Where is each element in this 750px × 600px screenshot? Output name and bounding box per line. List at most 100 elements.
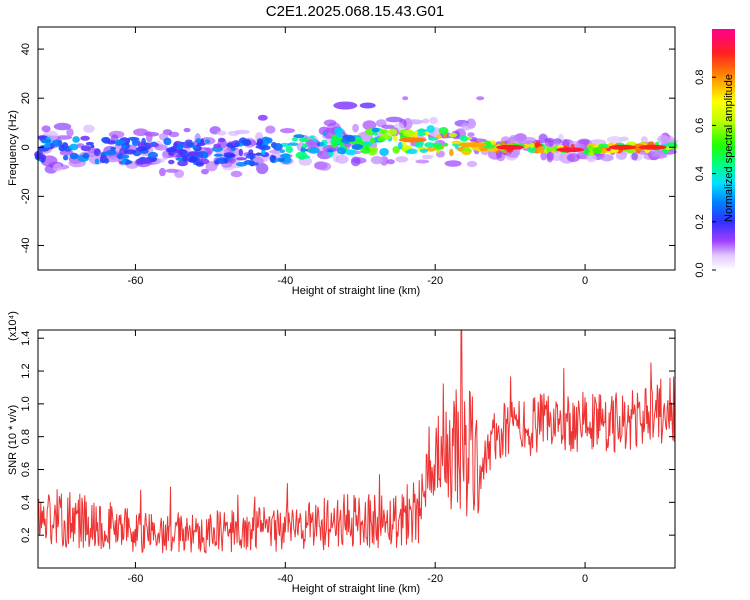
spectral-blob: [106, 140, 117, 145]
spectral-blob: [402, 96, 409, 101]
spectral-blob: [58, 144, 66, 152]
colorbar-ticks: 0.0 0.2 0.4 0.6 0.8: [694, 70, 716, 278]
spectral-blob: [62, 155, 69, 161]
spectral-blob: [41, 125, 51, 133]
spectral-blob: [238, 148, 243, 157]
spectral-blob: [295, 151, 308, 160]
spectral-blob: [336, 147, 347, 155]
spectral-blob: [159, 167, 166, 177]
snr-series: [37, 329, 676, 554]
spectral-blob: [335, 154, 349, 164]
spectral-blob: [114, 140, 126, 145]
spectral-blob: [236, 157, 247, 161]
spectral-blob: [150, 141, 157, 145]
spectral-blob: [424, 142, 435, 148]
spectral-blob: [213, 143, 222, 149]
spectral-blob: [69, 152, 79, 160]
snr-panel: -60 -40 -20 0 0.2 0.4 0.6 0.8 1.0 1.2 1.4 Height …: [7, 311, 676, 595]
spectrogram-y-ticks: -40 -20 0 20 40: [20, 43, 675, 253]
spectral-blob: [80, 145, 92, 152]
spectral-blob: [279, 149, 285, 154]
spectral-blob: [51, 139, 63, 147]
spectral-blob: [377, 136, 386, 142]
spectrogram-frame: [37, 26, 676, 271]
spectral-blob: [381, 124, 396, 129]
spectral-peak: [638, 144, 667, 150]
spectral-blob: [201, 168, 209, 175]
spectrogram-panel: -60 -40 -20 0 -40 -20 0 20 40 Height of straigh…: [7, 26, 679, 297]
spectral-blob: [312, 138, 318, 142]
spectral-blob: [192, 145, 197, 149]
spectral-peak: [556, 147, 585, 153]
spectral-blob: [426, 125, 435, 133]
spectral-blob: [421, 154, 434, 160]
snr-x-ticks: -60 -40 -20 0: [127, 330, 588, 585]
spectrogram-x-ticks: -60 -40 -20 0: [127, 27, 588, 287]
spectral-blob: [269, 154, 276, 163]
spectral-blob: [281, 153, 291, 159]
spectral-blob: [213, 153, 223, 157]
spectral-blob: [350, 156, 361, 167]
spectral-blob: [459, 135, 468, 142]
spectral-blob: [163, 137, 172, 146]
spectral-blob: [176, 154, 181, 158]
spectral-blob: [276, 157, 285, 162]
colorbar-tick-label: 0.6: [694, 118, 706, 133]
spectral-blob: [185, 141, 195, 147]
snr-x-label: Height of straight line (km): [292, 583, 420, 595]
spectral-blob: [483, 144, 495, 149]
spectral-blob: [317, 162, 332, 171]
spectral-blob: [443, 142, 449, 147]
spectral-blob: [196, 142, 206, 147]
spectral-blob: [291, 137, 298, 142]
spectral-blob: [331, 140, 337, 149]
colorbar-gradient: [712, 29, 735, 270]
spectral-blob: [615, 151, 628, 160]
y-tick-label: 0.6: [20, 462, 32, 477]
spectral-blob: [534, 141, 541, 148]
y-tick-label: 1.4: [20, 331, 32, 346]
spectral-blob: [379, 148, 389, 156]
spectral-blob: [414, 130, 419, 139]
spectral-blob: [258, 145, 271, 151]
spectral-blob: [223, 157, 229, 164]
y-tick-label: -40: [20, 238, 32, 254]
spectral-blob: [85, 141, 94, 146]
spectral-blob: [544, 139, 554, 148]
y-tick-label: -20: [20, 188, 32, 204]
spectral-blob: [309, 135, 315, 139]
spectral-blob: [147, 151, 158, 159]
spectral-blob: [640, 136, 648, 144]
x-tick-label: -20: [427, 275, 443, 287]
spectral-blob: [280, 128, 295, 134]
spectral-blob: [165, 168, 179, 173]
spectral-blob: [631, 152, 638, 161]
figure-title: C2E1.2025.068.15.43.G01: [266, 3, 444, 20]
spectral-blob: [601, 148, 607, 154]
spectral-blob: [385, 116, 403, 123]
spectral-blob: [272, 143, 283, 151]
spectral-blob: [123, 149, 136, 155]
spectral-blob: [398, 141, 403, 150]
spectral-blob: [187, 151, 199, 157]
spectral-blob: [285, 146, 293, 153]
spectral-blob: [182, 155, 189, 162]
x-tick-label: -60: [127, 275, 143, 287]
spectral-blob: [94, 158, 100, 165]
y-tick-label: 20: [20, 92, 32, 104]
spectral-blob: [83, 124, 95, 133]
spectral-blob: [438, 126, 449, 135]
spectral-blob: [466, 136, 473, 141]
spectral-blob: [323, 119, 337, 127]
spectral-blob: [345, 136, 357, 142]
spectral-blob: [352, 123, 359, 133]
spectral-blob: [99, 154, 108, 163]
spectral-blob: [53, 122, 72, 131]
spectral-peak: [458, 142, 487, 148]
spectral-blob: [598, 143, 609, 148]
spectrogram-heatmap: [34, 96, 679, 179]
spectral-blob: [415, 159, 430, 164]
y-tick-label: 1.0: [20, 396, 32, 411]
spectral-blob: [127, 136, 140, 141]
